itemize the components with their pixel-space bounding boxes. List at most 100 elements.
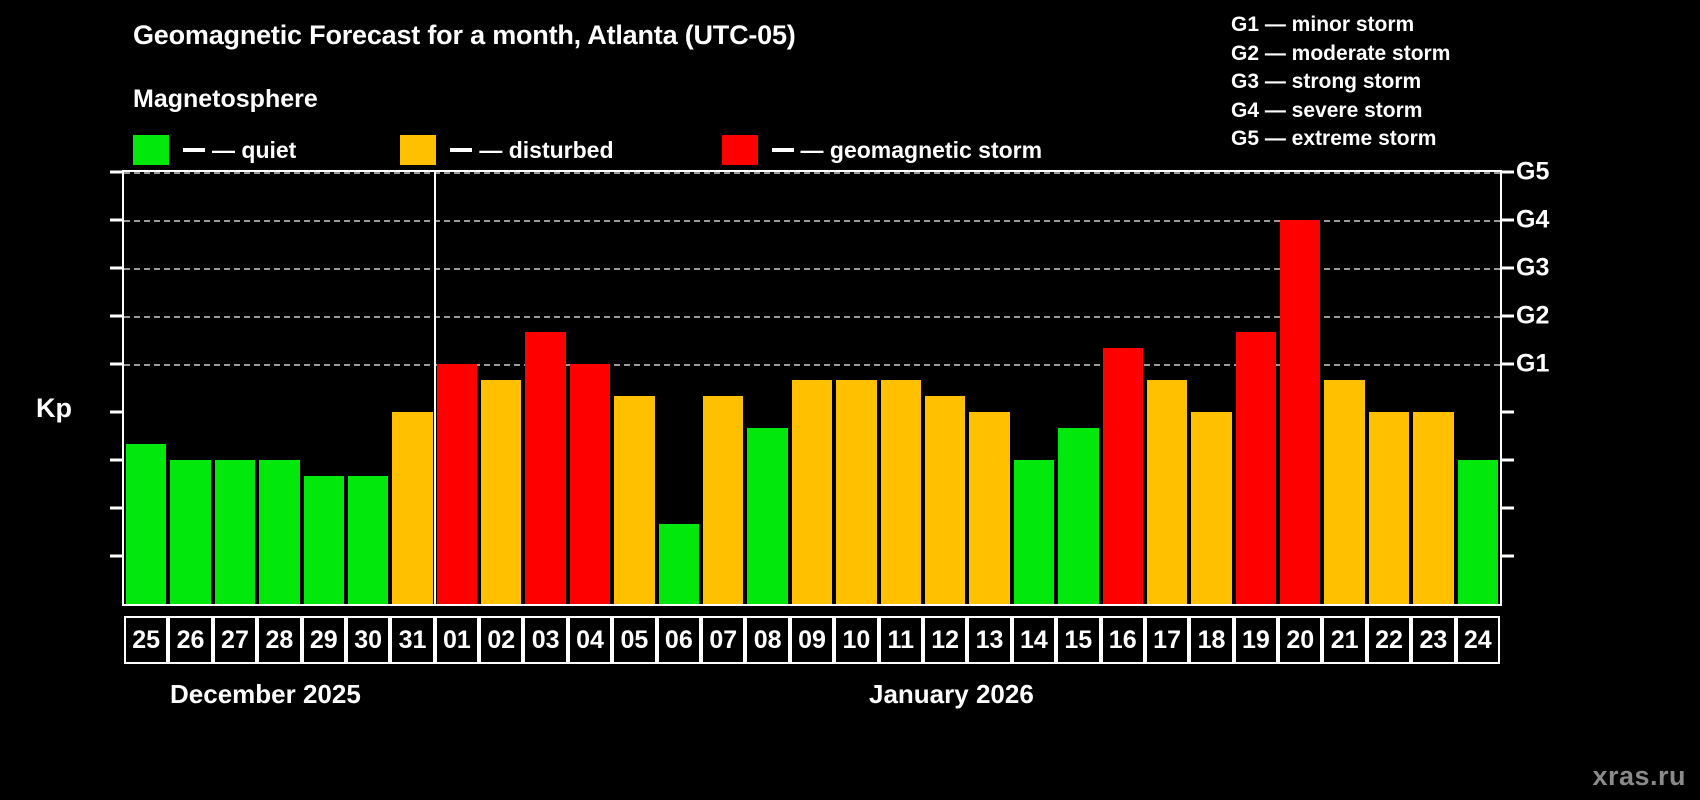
y-tick-mark-1 — [110, 554, 122, 558]
date-label: 29 — [301, 616, 346, 664]
bar — [525, 331, 566, 604]
date-label: 16 — [1100, 616, 1145, 664]
gridline-kp-5 — [124, 364, 1500, 366]
g-scale-row-g1: G1 — minor storm — [1231, 13, 1415, 36]
g-scale-legend: G1 — minor storm G2 — moderate storm G3 … — [1231, 11, 1450, 154]
g-tick-label-g2: G2 — [1516, 301, 1550, 330]
bar — [170, 460, 211, 604]
legend-item-disturbed: — disturbed — [400, 135, 614, 165]
bar — [924, 396, 966, 604]
magnetosphere-legend: — quiet — disturbed — geomagnetic storm — [133, 133, 1042, 167]
g-tick-label-g1: G1 — [1516, 349, 1550, 378]
g-tick-label-g4: G4 — [1516, 205, 1550, 234]
legend-label-quiet: — quiet — [212, 136, 297, 163]
date-label: 12 — [922, 616, 968, 664]
g-tick-label-g5: G5 — [1516, 157, 1550, 186]
bar-series — [124, 172, 1500, 604]
date-label: 17 — [1144, 616, 1190, 664]
y-tick-mark-9 — [110, 170, 122, 174]
date-label: 19 — [1233, 616, 1279, 664]
bar — [1413, 412, 1454, 604]
g-scale-row-g5: G5 — extreme storm — [1231, 127, 1437, 150]
bar — [569, 364, 611, 604]
legend-item-quiet: — quiet — [133, 135, 296, 165]
gridline-kp-8 — [124, 220, 1500, 222]
y-tick-mark-6 — [110, 314, 122, 318]
magnetosphere-heading: Magnetosphere — [133, 85, 318, 113]
g-tick-mark-g3 — [1502, 266, 1514, 270]
g-tick-mark-g2 — [1502, 314, 1514, 318]
g-scale-row-g3: G3 — strong storm — [1231, 70, 1422, 93]
date-label: 28 — [257, 616, 302, 664]
g-tick-mark-g5 — [1502, 170, 1514, 174]
bar — [303, 475, 344, 604]
month-separator — [433, 172, 436, 604]
plot-area — [122, 170, 1502, 606]
month-caption-december: December 2025 — [170, 679, 361, 709]
watermark: xras.ru — [1592, 761, 1686, 791]
gridline-kp-7 — [124, 268, 1500, 270]
bar — [347, 475, 389, 604]
bar — [880, 379, 921, 604]
bar — [392, 412, 433, 604]
bar — [614, 396, 655, 604]
y-tick-mark-3 — [110, 458, 122, 462]
y-tick-mark-8 — [110, 218, 122, 222]
bar — [836, 379, 877, 604]
date-label: 30 — [345, 616, 391, 664]
y-tick-mark-2 — [110, 506, 122, 510]
g-tick-mark-g4 — [1502, 218, 1514, 222]
date-label: 03 — [523, 616, 568, 664]
date-label: 20 — [1278, 616, 1323, 664]
y-tick-mark-5 — [110, 362, 122, 366]
g-scale-row-g2: G2 — moderate storm — [1231, 41, 1451, 65]
bar — [1280, 220, 1321, 604]
date-label: 01 — [434, 616, 480, 664]
date-label: 09 — [789, 616, 835, 664]
date-label: 14 — [1011, 616, 1057, 664]
g-axis-minor-tick-4 — [1502, 410, 1514, 414]
g-axis-minor-tick-2 — [1502, 506, 1514, 510]
date-label: 27 — [212, 616, 258, 664]
date-label: 06 — [656, 616, 702, 664]
g-axis-minor-tick-1 — [1502, 554, 1514, 558]
g-scale-row-g4: G4 — severe storm — [1231, 98, 1423, 122]
date-label: 23 — [1411, 616, 1456, 664]
date-label: 18 — [1189, 616, 1234, 664]
bar — [481, 379, 522, 604]
date-label: 08 — [745, 616, 790, 664]
date-label: 26 — [168, 616, 213, 664]
bar — [969, 412, 1010, 604]
date-label: 04 — [567, 616, 613, 664]
legend-dash-disturbed — [450, 148, 473, 152]
date-label: 02 — [479, 616, 524, 664]
gridline-kp-6 — [124, 316, 1500, 318]
bar — [747, 427, 788, 604]
date-label: 22 — [1366, 616, 1412, 664]
bar — [791, 379, 833, 604]
bar — [1191, 412, 1232, 604]
gridline-kp-9 — [124, 172, 1500, 174]
g-axis-minor-tick-3 — [1502, 458, 1514, 462]
y-axis-title: Kp — [36, 393, 72, 423]
page-title: Geomagnetic Forecast for a month, Atlant… — [133, 20, 796, 50]
bar — [1324, 379, 1365, 604]
bar — [658, 523, 700, 604]
bar — [1013, 460, 1055, 604]
bar — [1235, 331, 1277, 604]
legend-swatch-quiet — [133, 135, 169, 165]
date-label: 10 — [834, 616, 879, 664]
legend-item-storm: — geomagnetic storm — [721, 135, 1042, 165]
bar — [1146, 379, 1188, 604]
date-label: 15 — [1056, 616, 1101, 664]
legend-dash-storm — [771, 148, 794, 152]
date-label: 25 — [124, 616, 169, 664]
bar — [1368, 412, 1410, 604]
date-label: 11 — [878, 616, 923, 664]
bar — [126, 444, 167, 604]
bar — [1102, 348, 1143, 604]
y-tick-mark-4 — [110, 410, 122, 414]
bar — [1457, 460, 1498, 604]
date-label: 21 — [1322, 616, 1367, 664]
